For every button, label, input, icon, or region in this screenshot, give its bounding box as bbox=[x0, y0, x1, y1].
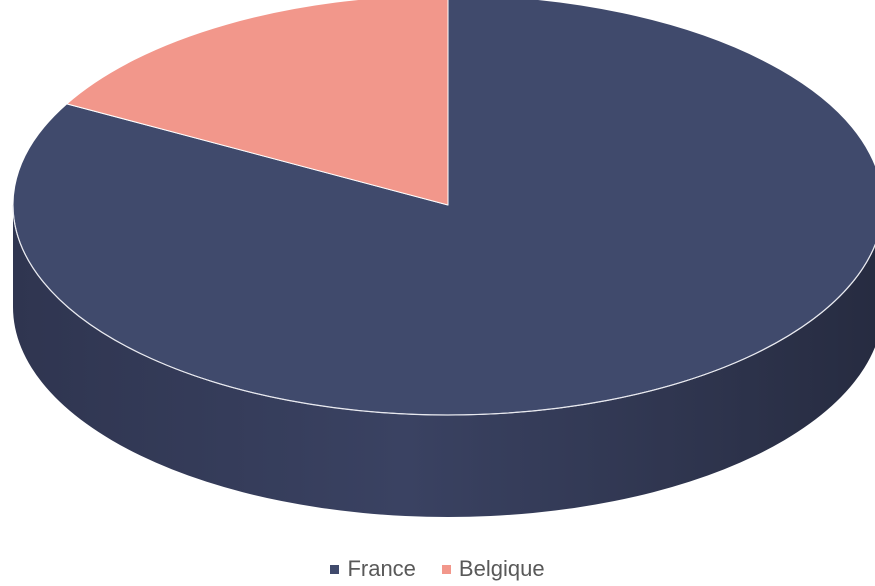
legend-label-france: France bbox=[347, 556, 416, 581]
legend-swatch-belgique bbox=[441, 564, 451, 574]
pie-rim-highlight bbox=[12, 204, 875, 416]
pie-side-wall bbox=[13, 205, 875, 517]
legend: France Belgique bbox=[0, 556, 875, 582]
legend-item-france: France bbox=[330, 556, 416, 582]
legend-label-belgique: Belgique bbox=[458, 556, 545, 581]
legend-swatch-france bbox=[330, 564, 340, 574]
pie-slice-belgique bbox=[66, 0, 449, 206]
legend-item-belgique: Belgique bbox=[441, 556, 545, 582]
